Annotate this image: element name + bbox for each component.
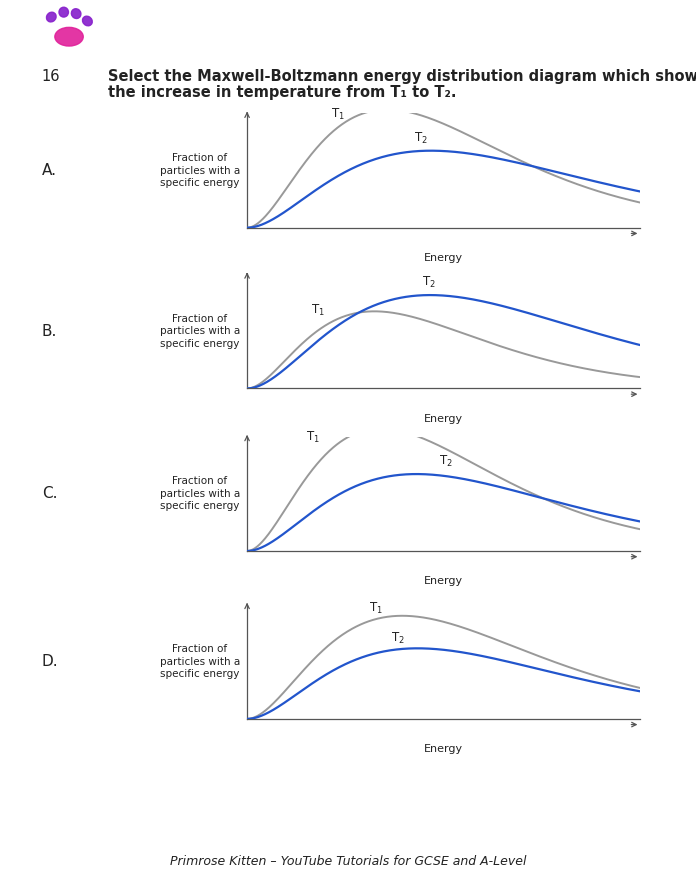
Text: T$_1$: T$_1$ xyxy=(331,107,345,121)
Text: A.: A. xyxy=(42,163,57,178)
Text: 16: 16 xyxy=(42,69,61,84)
Ellipse shape xyxy=(83,16,93,26)
Text: Fraction of
particles with a
specific energy: Fraction of particles with a specific en… xyxy=(160,314,240,348)
Text: T$_1$: T$_1$ xyxy=(310,303,324,318)
Ellipse shape xyxy=(59,7,68,17)
Text: Energy: Energy xyxy=(424,253,464,263)
Ellipse shape xyxy=(55,28,84,46)
Text: T$_1$: T$_1$ xyxy=(368,601,382,616)
Text: Primrose Kitten – YouTube Tutorials for GCSE and A-Level: Primrose Kitten – YouTube Tutorials for … xyxy=(170,855,526,868)
Text: Select the Maxwell-Boltzmann energy distribution diagram which shows: Select the Maxwell-Boltzmann energy dist… xyxy=(108,69,696,84)
Text: T$_1$: T$_1$ xyxy=(306,430,320,445)
Text: D.: D. xyxy=(42,655,58,669)
Text: B.: B. xyxy=(42,324,57,338)
Text: T$_2$: T$_2$ xyxy=(391,630,405,646)
Text: Energy: Energy xyxy=(424,744,464,754)
Text: C.: C. xyxy=(42,487,57,501)
Text: Energy: Energy xyxy=(424,413,464,423)
Ellipse shape xyxy=(47,13,56,22)
Text: T$_2$: T$_2$ xyxy=(422,275,436,290)
Text: Fraction of
particles with a
specific energy: Fraction of particles with a specific en… xyxy=(160,154,240,188)
Text: Energy: Energy xyxy=(424,576,464,586)
Text: the increase in temperature from T₁ to T₂.: the increase in temperature from T₁ to T… xyxy=(108,85,457,100)
Text: T$_2$: T$_2$ xyxy=(439,455,452,470)
Ellipse shape xyxy=(72,9,81,19)
Text: T$_2$: T$_2$ xyxy=(414,131,428,146)
Text: Fraction of
particles with a
specific energy: Fraction of particles with a specific en… xyxy=(160,477,240,511)
Text: Fraction of
particles with a
specific energy: Fraction of particles with a specific en… xyxy=(160,645,240,679)
